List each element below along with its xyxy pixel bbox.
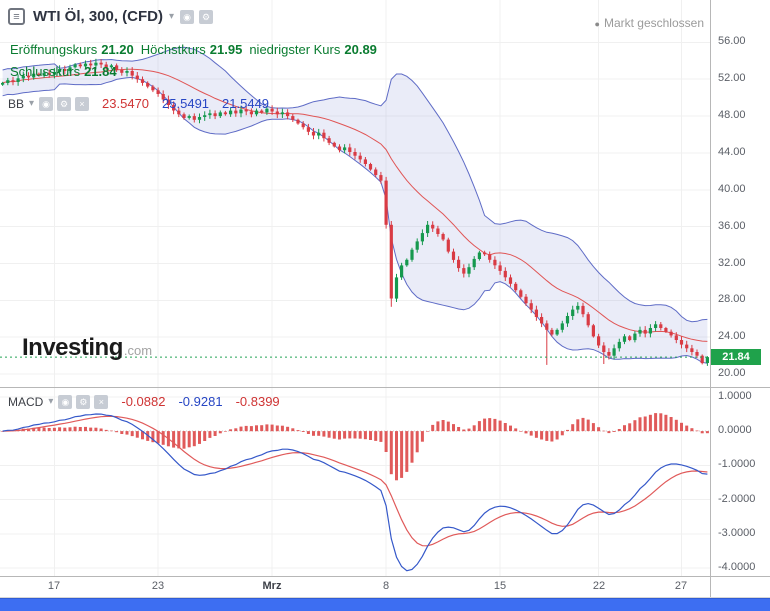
close-value: 21.84: [84, 64, 117, 79]
brand-tld: .com: [123, 343, 153, 358]
axis-separator-vertical: [710, 0, 711, 598]
candles-series: [1, 58, 709, 366]
high-value: 21.95: [209, 42, 243, 57]
bb-close-icon[interactable]: ×: [75, 96, 90, 111]
open-label: Eröffnungskurs: [10, 42, 98, 57]
macd-chart-canvas[interactable]: [0, 388, 710, 576]
price-axis-label: 24.00: [718, 330, 746, 342]
macd-settings-icon[interactable]: ⚙: [76, 394, 91, 409]
price-axis-label: 48.00: [718, 109, 746, 121]
low-value: 20.89: [344, 42, 377, 57]
macd-value-axis[interactable]: 1.0000 0.0000 -1.0000 -2.0000 -3.0000 -4.0000: [711, 388, 770, 576]
market-status-label: Markt geschlossen: [603, 16, 704, 30]
close-label: Schlusskurs: [10, 64, 81, 79]
timeaxis-separator: [0, 597, 770, 598]
macd-axis-label: -3.0000: [718, 527, 756, 539]
macd-signal-line: [2, 415, 708, 547]
macd-axis-label: 1.0000: [718, 390, 752, 402]
bb-upper-value: 25.5491: [162, 96, 210, 111]
low-label: niedrigster Kurs: [249, 42, 341, 57]
time-axis[interactable]: 17 23 Mrz 8 15 22 27: [0, 577, 770, 597]
macd-name: MACD: [8, 394, 44, 409]
open-value: 21.20: [101, 42, 134, 57]
last-price-badge: 21.84: [711, 349, 761, 365]
time-axis-label: 22: [592, 580, 606, 592]
status-dot-icon: ●: [594, 19, 600, 29]
timeline-scrollbar[interactable]: [0, 598, 770, 611]
price-axis-label: 32.00: [718, 257, 746, 269]
visibility-toggle-icon[interactable]: ◉: [180, 9, 195, 24]
bollinger-bands: [2, 46, 708, 364]
macd-axis-label: -1.0000: [718, 458, 756, 470]
price-axis-label: 44.00: [718, 146, 746, 158]
bb-indicator-row: BB ▾ ◉ ⚙ × 23.5470 25.5491 21.5449: [8, 96, 269, 111]
high-label: Höchstkurs: [140, 42, 206, 57]
time-axis-label: 27: [674, 580, 688, 592]
macd-axis-label: -4.0000: [718, 561, 756, 573]
price-axis-label: 20.00: [718, 367, 746, 379]
price-axis-label: 40.00: [718, 183, 746, 195]
bb-name: BB: [8, 96, 25, 111]
symbol-title: WTI Öl, 300, (CFD): [33, 8, 164, 25]
time-axis-label: Mrz: [262, 580, 282, 592]
price-axis-label: 36.00: [718, 220, 746, 232]
brand-name: Investing: [22, 334, 123, 361]
settings-gear-icon[interactable]: ⚙: [199, 9, 214, 24]
main-chart-pane[interactable]: [0, 0, 710, 387]
macd-line: [2, 413, 708, 572]
bb-settings-icon[interactable]: ⚙: [57, 96, 72, 111]
ohlc-legend-row: Eröffnungskurs 21.20 Höchstkurs 21.95 ni…: [10, 42, 377, 57]
macd-visibility-icon[interactable]: ◉: [58, 394, 73, 409]
time-axis-label: 8: [382, 580, 390, 592]
chevron-down-icon[interactable]: ▾: [169, 11, 175, 22]
macd-axis-label: 0.0000: [718, 424, 752, 436]
price-axis-label: 52.00: [718, 72, 746, 84]
close-legend-row: Schlusskurs 21.84: [10, 64, 117, 79]
symbol-legend-row: ≡ WTI Öl, 300, (CFD) ▾ ◉ ⚙: [8, 8, 214, 25]
chevron-down-icon[interactable]: ▾: [48, 396, 54, 407]
time-axis-label: 17: [47, 580, 61, 592]
price-axis[interactable]: 56.00 52.00 48.00 44.00 40.00 36.00 32.00 28.00…: [711, 0, 770, 387]
macd-hist-value: -0.0882: [121, 394, 166, 409]
pane-separator[interactable]: [0, 387, 770, 388]
macd-gridlines: [0, 388, 710, 576]
macd-pane[interactable]: [0, 388, 710, 576]
market-status: ● Markt geschlossen: [595, 16, 704, 30]
chevron-down-icon[interactable]: ▾: [29, 98, 35, 109]
macd-axis-label: -2.0000: [718, 493, 756, 505]
pane-separator-bottom: [0, 576, 770, 577]
macd-histogram: [1, 413, 709, 481]
bb-middle-value: 23.5470: [102, 96, 150, 111]
investing-watermark: Investing .com: [22, 334, 152, 362]
price-axis-label: 28.00: [718, 293, 746, 305]
bb-lower-value: 21.5449: [222, 96, 270, 111]
macd-close-icon[interactable]: ×: [94, 394, 109, 409]
time-axis-label: 23: [151, 580, 165, 592]
chart-layout-icon[interactable]: ≡: [8, 8, 25, 25]
candlestick-chart-canvas[interactable]: [0, 0, 710, 387]
time-axis-label: 15: [493, 580, 507, 592]
macd-line-value: -0.9281: [178, 394, 223, 409]
price-axis-label: 56.00: [718, 35, 746, 47]
bb-visibility-icon[interactable]: ◉: [39, 96, 54, 111]
macd-signal-value: -0.8399: [235, 394, 280, 409]
macd-indicator-row: MACD ▾ ◉ ⚙ × -0.0882 -0.9281 -0.8399: [8, 394, 280, 409]
